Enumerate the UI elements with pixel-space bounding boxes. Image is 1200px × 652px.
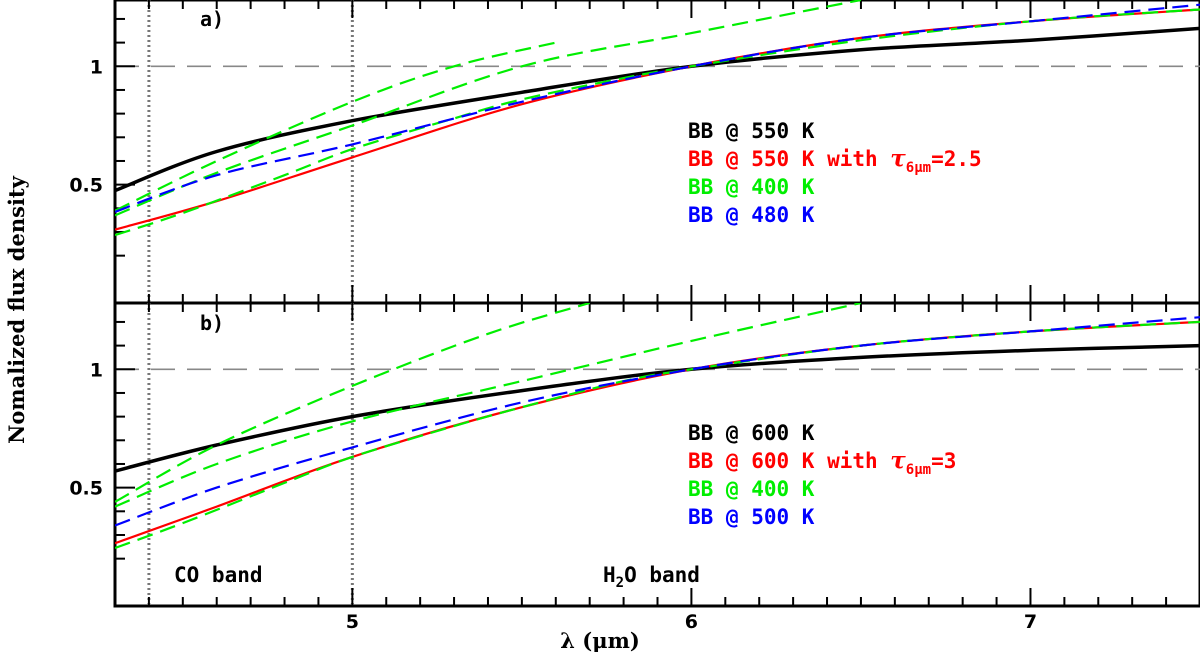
series-line-3: [115, 41, 557, 212]
series-line-3: [115, 303, 591, 503]
series-group: [115, 303, 1200, 550]
legend-text-main: BB @ 400 K: [688, 175, 815, 199]
y-tick-label: 1: [90, 56, 103, 78]
legend-text-main: BB @ 600 K with: [688, 449, 890, 473]
legend-text-main: BB @ 480 K: [688, 203, 815, 227]
series-line-5: [115, 3, 1200, 213]
legend-entry-3: BB @ 480 K: [688, 203, 815, 227]
x-tick-label: 7: [1024, 611, 1037, 633]
legend-entry-0: BB @ 600 K: [688, 421, 815, 445]
h2o-band-label: H2O band: [603, 563, 700, 591]
series-line-4: [115, 303, 862, 508]
y-tick-label: 0.5: [69, 478, 103, 500]
panel-label: b): [200, 311, 224, 335]
series-line-5: [115, 316, 1200, 527]
h2o-suffix: O band: [624, 563, 700, 587]
panel-b: 0.51b)BB @ 600 KBB @ 600 K with τ6μm=3BB…: [69, 301, 1200, 633]
legend-entry-3: BB @ 500 K: [688, 505, 815, 529]
legend-entry-2: BB @ 400 K: [688, 175, 815, 199]
legend-suffix: =3: [931, 449, 956, 473]
legend-text-main: BB @ 400 K: [688, 477, 815, 501]
x-axis-title: λ (μm): [560, 628, 640, 652]
series-line-2: [115, 8, 1200, 237]
legend-subscript: 6μm: [906, 160, 931, 176]
legend-text-main: BB @ 550 K: [688, 119, 815, 143]
x-tick-label: 6: [685, 611, 698, 633]
series-line-1: [115, 8, 1200, 231]
legend-suffix: =2.5: [931, 147, 982, 171]
legend-tau: τ: [890, 447, 906, 474]
legend-entry-1: BB @ 600 K with τ6μm=3: [688, 447, 956, 478]
y-axis-title: Nomalized flux density: [4, 175, 29, 443]
co-band-label: CO band: [174, 563, 263, 587]
panel-label: a): [200, 7, 224, 31]
h2o-subscript: 2: [616, 575, 624, 591]
series-group: [115, 0, 1200, 237]
panel-a: 0.51a)BB @ 550 KBB @ 550 K with τ6μm=2.5…: [69, 0, 1200, 305]
y-tick-label: 1: [90, 359, 103, 381]
y-tick-label: 0.5: [69, 175, 103, 197]
h2o-prefix: H: [603, 563, 616, 587]
series-line-2: [115, 320, 1200, 550]
legend-tau: τ: [890, 145, 906, 172]
legend-entry-2: BB @ 400 K: [688, 477, 815, 501]
legend-entry-0: BB @ 550 K: [688, 119, 815, 143]
legend-text-main: BB @ 600 K: [688, 421, 815, 445]
legend-text-main: BB @ 500 K: [688, 505, 815, 529]
series-line-0: [115, 343, 1200, 473]
x-tick-label: 5: [346, 611, 359, 633]
series-line-4: [115, 0, 862, 217]
legend-subscript: 6μm: [906, 462, 931, 478]
legend-entry-1: BB @ 550 K with τ6μm=2.5: [688, 145, 982, 176]
series-line-0: [115, 26, 1200, 193]
legend-text-main: BB @ 550 K with: [688, 147, 890, 171]
